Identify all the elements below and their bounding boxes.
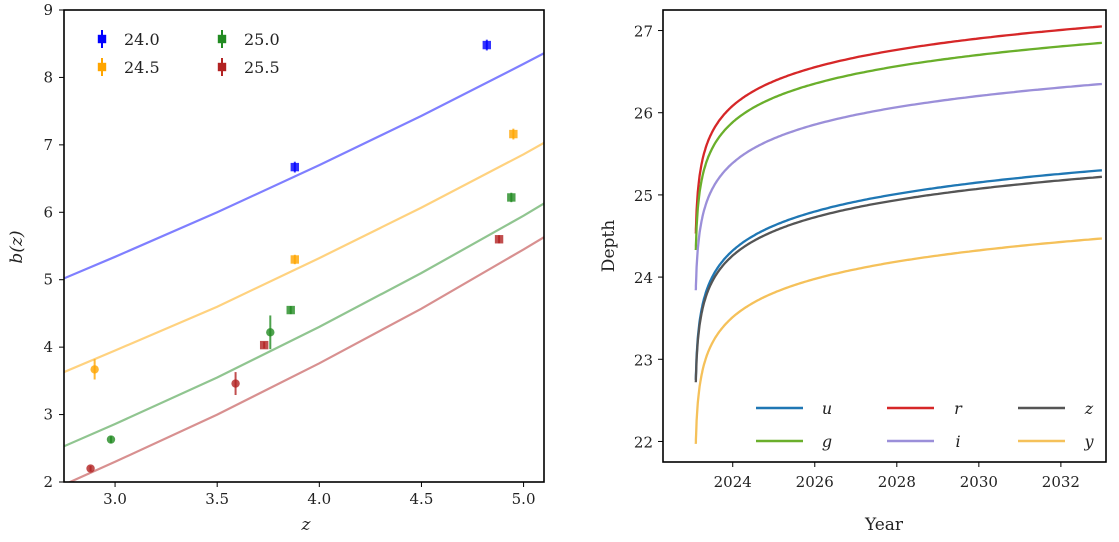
data-point-25.0-0 [106,435,116,444]
bias-ytick-label-1: 3 [43,406,53,424]
data-point-25.0-1 [266,328,275,337]
depth-ytick-label-1: 23 [634,351,653,369]
depth-xtick-label-0: 2024 [714,473,752,491]
depth-ytick-label-5: 27 [634,23,653,41]
depth-line-i [694,82,1102,291]
bias-xtick-label-2: 4.0 [307,490,331,508]
depth-xtick-label-1: 2026 [796,473,834,491]
legend-marker-25.0 [217,34,227,44]
data-point-25.0-3 [507,193,516,202]
legend-label-i: i [955,432,960,451]
depth-line-y [694,237,1102,444]
bias-xtick-label-1: 3.5 [205,490,229,508]
data-point-24.5-2 [509,129,518,139]
legend-marker-25.5 [217,62,227,72]
depth-ytick-label-2: 24 [634,269,653,287]
legend-label-25.5: 25.5 [244,58,280,77]
bias-plot-area [64,39,544,482]
bias-ytick-label-7: 9 [43,1,53,19]
bias-axes-frame [63,9,545,483]
bias-xtick-label-4: 5.0 [512,490,536,508]
depth-ytick-label-0: 22 [634,433,653,451]
bias-xtick-label-3: 4.5 [410,490,434,508]
depth-legend: u r z g i y [756,399,1094,451]
depth-plot-area [694,25,1103,444]
data-point-24.0-1 [482,40,492,50]
data-point-25.0-2 [286,305,295,315]
legend-label-u: u [822,399,832,418]
legend-label-24.0: 24.0 [124,30,160,49]
depth-axes-frame [662,9,1107,463]
data-point-25.5-0 [86,464,95,473]
fit-line-25.0 [64,202,544,448]
data-point-24.5-0 [90,365,99,374]
depth-panel: 2024 2026 2028 2030 2032 22 23 24 25 26 27 Year De… [599,9,1107,535]
bias-xtick-label-0: 3.0 [103,490,127,508]
fit-line-24.5 [64,141,544,374]
legend-label-r: r [954,399,963,418]
bias-xlabel: z [301,515,312,535]
legend-label-y: y [1083,432,1094,451]
data-point-25.5-2 [259,340,269,350]
bias-ytick-label-4: 6 [43,203,53,221]
bias-ytick-label-6: 8 [43,68,53,86]
bias-ytick-label-5: 7 [43,136,53,154]
depth-line-u [694,169,1102,380]
depth-ytick-label-3: 25 [634,187,653,205]
legend-marker-24.0 [97,34,107,44]
data-point-24.0-0 [290,162,300,172]
data-point-25.5-1 [231,379,240,388]
legend-label-g: g [822,432,832,451]
bias-ytick-label-0: 2 [43,473,53,491]
depth-ticks: 2024 2026 2028 2030 2032 22 23 24 25 26 27 [634,23,1080,491]
legend-label-z: z [1084,399,1094,418]
data-point-24.5-1 [290,255,300,264]
bias-ytick-label-3: 5 [43,271,53,289]
fit-line-25.5 [67,236,544,482]
bias-ylabel: b(z) [7,230,27,263]
bias-ticks: 3.0 3.5 4.0 4.5 5.0 2 3 4 5 6 7 8 9 [43,1,535,508]
depth-ytick-label-4: 26 [634,105,653,123]
legend-marker-24.5 [97,62,107,72]
legend-label-24.5: 24.5 [124,58,160,77]
bias-legend: 24.0 25.0 24.5 25.5 [97,30,280,77]
depth-ylabel: Depth [599,220,619,272]
depth-xlabel: Year [864,515,904,535]
legend-label-25.0: 25.0 [244,30,280,49]
depth-xtick-label-2: 2028 [878,473,916,491]
depth-line-z [694,175,1103,383]
depth-xtick-label-4: 2032 [1042,473,1080,491]
depth-xtick-label-3: 2030 [960,473,998,491]
bias-ytick-label-2: 4 [43,338,53,356]
fit-line-24.0 [64,52,544,280]
data-point-25.5-3 [494,235,504,244]
depth-line-g [694,41,1102,250]
depth-line-r [694,25,1103,234]
